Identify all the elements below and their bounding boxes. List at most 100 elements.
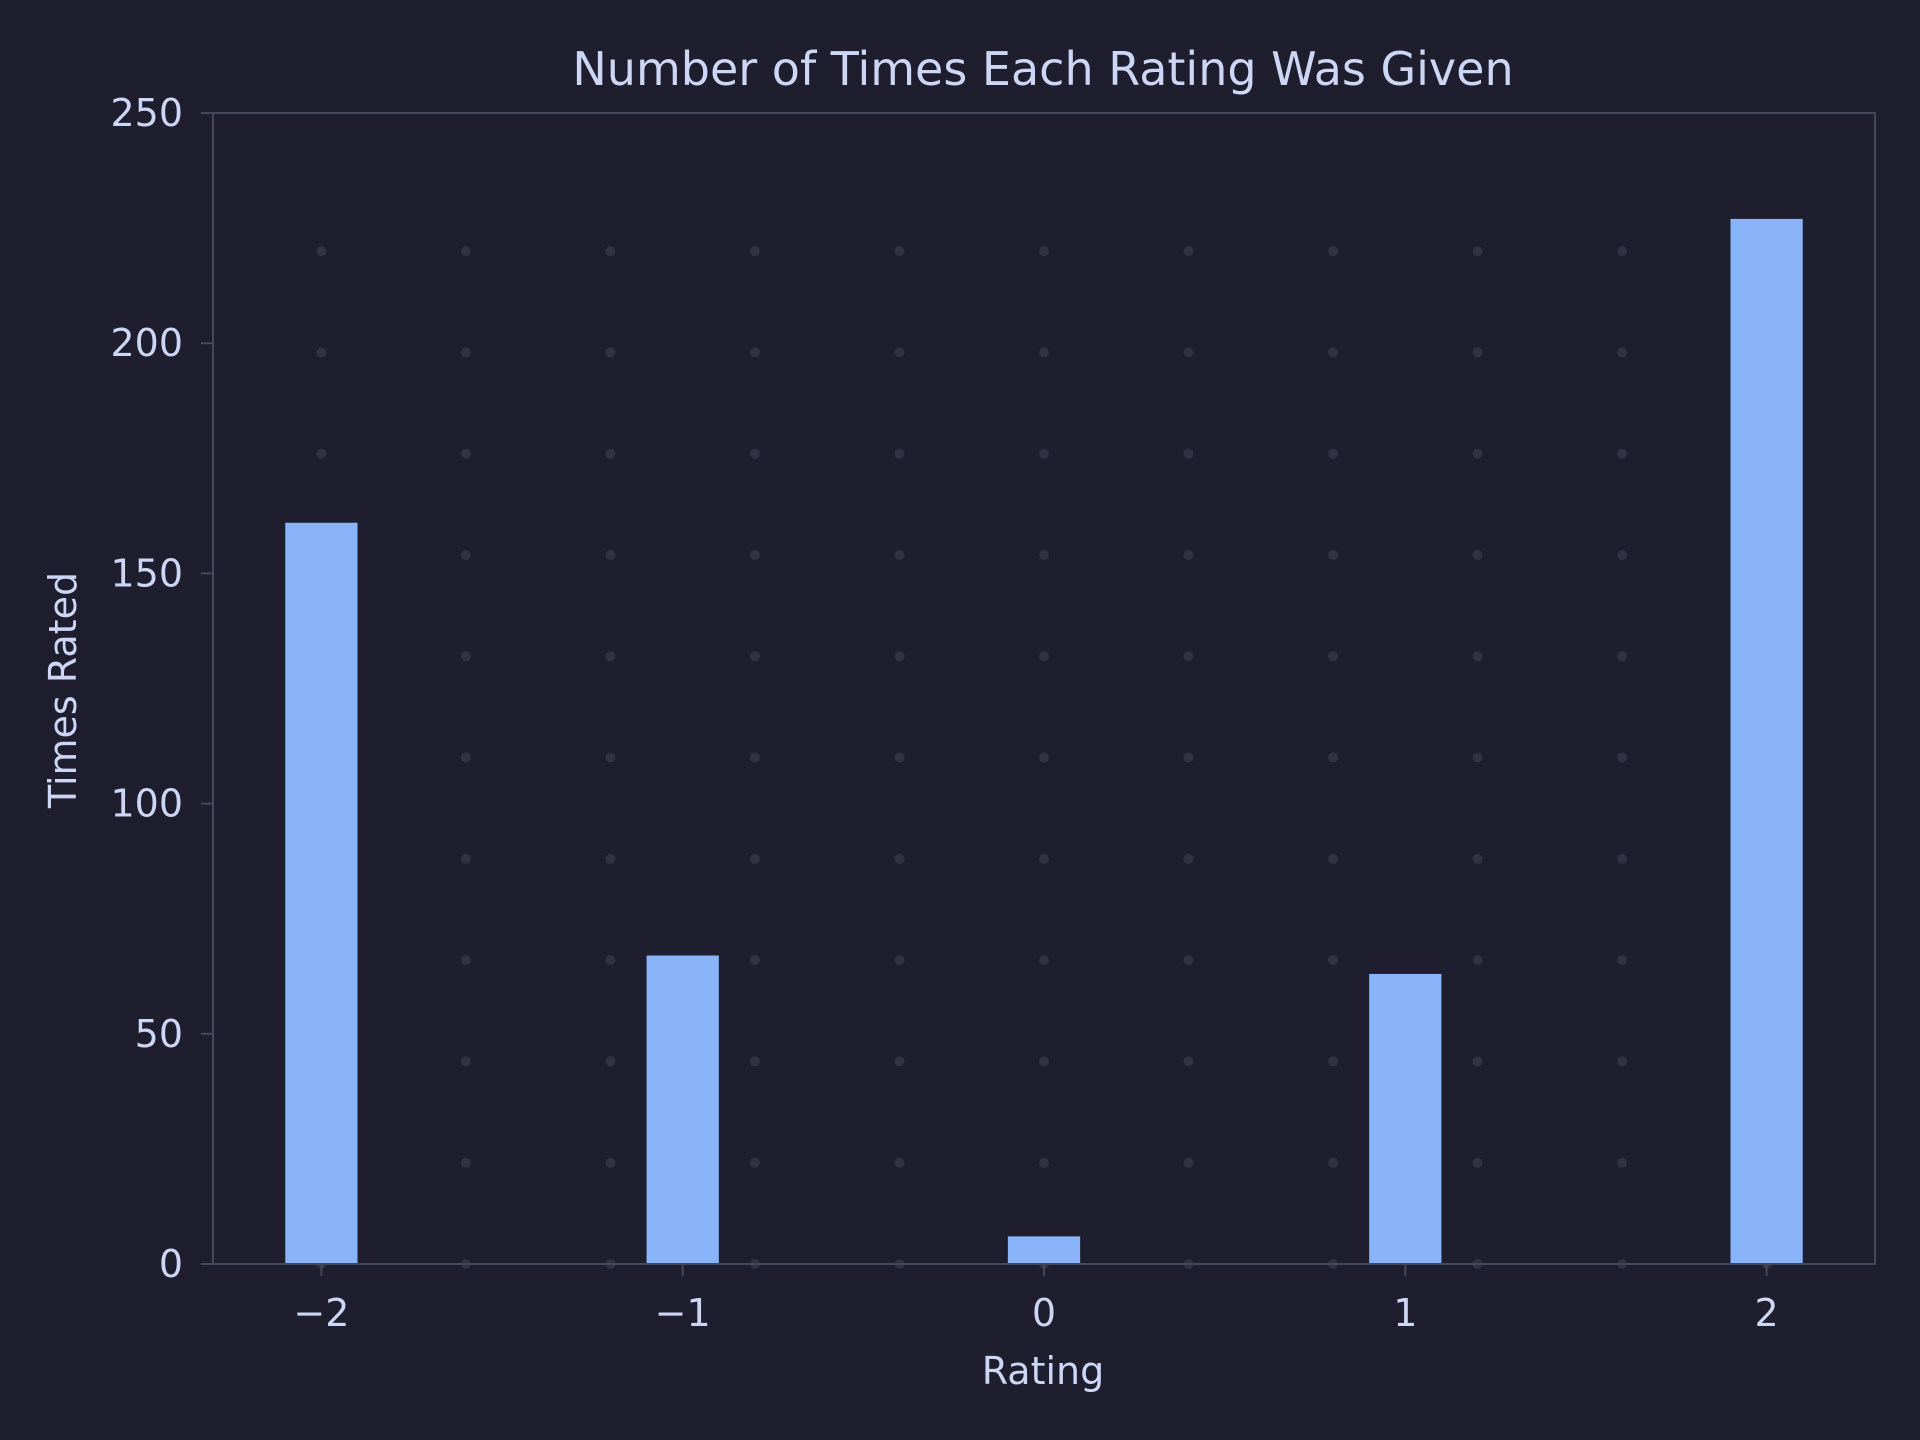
grid-dot — [1472, 651, 1483, 662]
grid-dot — [1183, 246, 1194, 257]
grid-dot — [460, 1056, 471, 1067]
grid-dot — [1328, 651, 1339, 662]
x-axis-label: Rating — [982, 1349, 1105, 1393]
grid-dot — [1617, 651, 1628, 662]
grid-dot — [1472, 549, 1483, 560]
grid-dot — [749, 448, 760, 459]
bar-rating-0 — [1007, 1236, 1081, 1264]
grid-dot — [316, 448, 327, 459]
grid-dot — [1183, 651, 1194, 662]
grid-dot — [1472, 752, 1483, 763]
grid-dot — [1617, 549, 1628, 560]
grid-dot — [1039, 651, 1049, 662]
grid-dot — [1617, 955, 1628, 966]
bar-rating-1 — [1369, 973, 1442, 1264]
grid-dot — [749, 1157, 760, 1168]
grid-dot — [1472, 955, 1483, 966]
grid-dot — [605, 955, 616, 966]
grid-dot — [749, 853, 760, 864]
grid-dot — [749, 651, 760, 662]
grid-dot — [1039, 347, 1049, 358]
grid-dot — [605, 651, 616, 662]
grid-dot — [1617, 246, 1628, 257]
grid-dot — [605, 752, 616, 763]
grid-dot — [605, 1157, 616, 1168]
grid-dot — [1183, 1056, 1194, 1067]
grid-dot — [894, 246, 905, 257]
grid-dot — [894, 651, 905, 662]
grid-dot — [1183, 448, 1194, 459]
chart-title: Number of Times Each Rating Was Given — [572, 42, 1513, 96]
grid-dot — [1472, 853, 1483, 864]
grid-dot — [894, 955, 905, 966]
grid-dot — [1328, 752, 1339, 763]
grid-dot — [1039, 549, 1049, 560]
grid-dot — [894, 853, 905, 864]
grid-dot — [1472, 1056, 1483, 1067]
y-tick-label: 50 — [135, 1012, 183, 1056]
grid-dot — [1183, 955, 1194, 966]
grid-dot — [1328, 347, 1339, 358]
bar-rating-neg2 — [285, 522, 358, 1264]
x-tick-label: −1 — [655, 1291, 711, 1335]
grid-dot — [749, 549, 760, 560]
y-ticks: 0 50 100 150 200 250 — [110, 91, 213, 1286]
grid-dot — [1472, 246, 1483, 257]
grid-dot — [1328, 448, 1339, 459]
y-tick-label: 150 — [110, 551, 183, 595]
grid-dot — [316, 347, 327, 358]
grid-dot — [1039, 448, 1049, 459]
grid-dot — [1328, 853, 1339, 864]
grid-dot — [1617, 853, 1628, 864]
grid-dot — [1328, 1157, 1339, 1168]
x-tick-label: −2 — [293, 1291, 349, 1335]
grid-dot — [605, 549, 616, 560]
grid-dot — [605, 1056, 616, 1067]
y-tick-label: 250 — [110, 91, 183, 135]
grid-dot — [460, 752, 471, 763]
grid-dot — [1183, 853, 1194, 864]
x-tick-label: 2 — [1755, 1291, 1779, 1335]
grid-dot — [1617, 347, 1628, 358]
y-axis-label: Times Rated — [41, 572, 85, 809]
grid-dot — [749, 1056, 760, 1067]
grid-dot — [460, 1157, 471, 1168]
grid-dot — [1617, 752, 1628, 763]
grid-dot — [1039, 853, 1049, 864]
grid-dot — [460, 448, 471, 459]
grid-dot — [316, 246, 327, 257]
grid-dot — [1328, 955, 1339, 966]
y-tick-label: 0 — [159, 1242, 183, 1286]
x-tick-label: 1 — [1393, 1291, 1417, 1335]
grid-dot — [894, 1056, 905, 1067]
grid-dot — [894, 347, 905, 358]
grid-dot — [460, 651, 471, 662]
grid-dot — [1183, 347, 1194, 358]
grid-dot — [1617, 1157, 1628, 1168]
grid-dot — [894, 448, 905, 459]
grid-dot — [1472, 448, 1483, 459]
grid-dot — [1472, 1157, 1483, 1168]
grid-dot — [1617, 448, 1628, 459]
grid-dot — [1039, 955, 1049, 966]
x-ticks: −2 −1 0 1 2 — [293, 1264, 1779, 1335]
grid-dot — [460, 955, 471, 966]
grid-dot — [1039, 1056, 1049, 1067]
bar-rating-neg1 — [646, 955, 719, 1264]
grid-dot — [605, 448, 616, 459]
grid-dot — [605, 246, 616, 257]
grid-dot — [1039, 1157, 1049, 1168]
grid-dot — [460, 549, 471, 560]
grid-dot — [1183, 1157, 1194, 1168]
grid-dot — [605, 347, 616, 358]
grid-dot — [460, 347, 471, 358]
grid-dot — [1039, 246, 1049, 257]
grid-dot — [605, 853, 616, 864]
bars — [285, 218, 1803, 1265]
grid-dot — [1183, 549, 1194, 560]
grid-dot — [749, 955, 760, 966]
grid-dot — [894, 549, 905, 560]
grid-dot — [1617, 1056, 1628, 1067]
grid-dot — [1328, 1056, 1339, 1067]
